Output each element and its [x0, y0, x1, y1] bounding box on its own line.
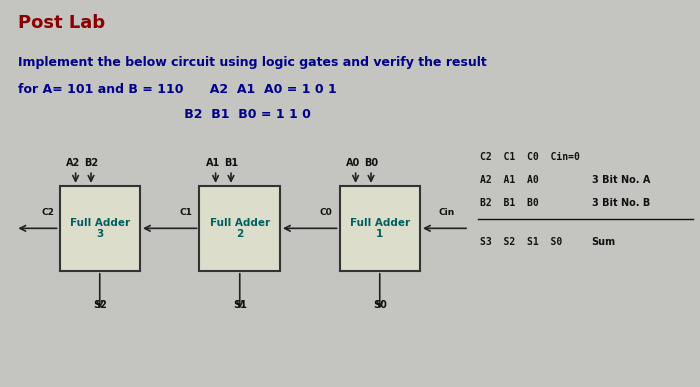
Text: Cin: Cin	[438, 208, 455, 217]
Text: S1: S1	[233, 300, 246, 310]
Text: Sum: Sum	[592, 237, 615, 247]
Bar	[340, 186, 420, 271]
Text: C0: C0	[319, 208, 332, 217]
Text: B2: B2	[84, 158, 98, 168]
Text: for A= 101 and B = 110      A2  A1  A0 = 1 0 1: for A= 101 and B = 110 A2 A1 A0 = 1 0 1	[18, 83, 336, 96]
Text: S0: S0	[373, 300, 386, 310]
Text: A2: A2	[66, 158, 80, 168]
Text: Full Adder
1: Full Adder 1	[350, 217, 410, 239]
Bar	[60, 186, 140, 271]
Text: B2  B1  B0 = 1 1 0: B2 B1 B0 = 1 1 0	[18, 108, 310, 122]
Text: B2  B1  B0: B2 B1 B0	[480, 198, 538, 208]
Text: C2  C1  C0  Cin=0: C2 C1 C0 Cin=0	[480, 152, 580, 162]
Text: 3 Bit No. A: 3 Bit No. A	[592, 175, 650, 185]
Text: Full Adder
2: Full Adder 2	[210, 217, 270, 239]
Text: A0: A0	[346, 158, 360, 168]
Text: Implement the below circuit using logic gates and verify the result: Implement the below circuit using logic …	[18, 56, 486, 69]
Text: B0: B0	[364, 158, 378, 168]
Text: C1: C1	[179, 208, 192, 217]
Text: A2  A1  A0: A2 A1 A0	[480, 175, 538, 185]
Text: S2: S2	[93, 300, 106, 310]
Text: Post Lab: Post Lab	[18, 14, 104, 32]
Text: Full Adder
3: Full Adder 3	[70, 217, 130, 239]
Text: C2: C2	[41, 208, 54, 217]
Text: A1: A1	[206, 158, 220, 168]
Text: S3  S2  S1  S0: S3 S2 S1 S0	[480, 237, 561, 247]
Text: 3 Bit No. B: 3 Bit No. B	[592, 198, 650, 208]
Bar	[199, 186, 280, 271]
Text: B1: B1	[224, 158, 238, 168]
